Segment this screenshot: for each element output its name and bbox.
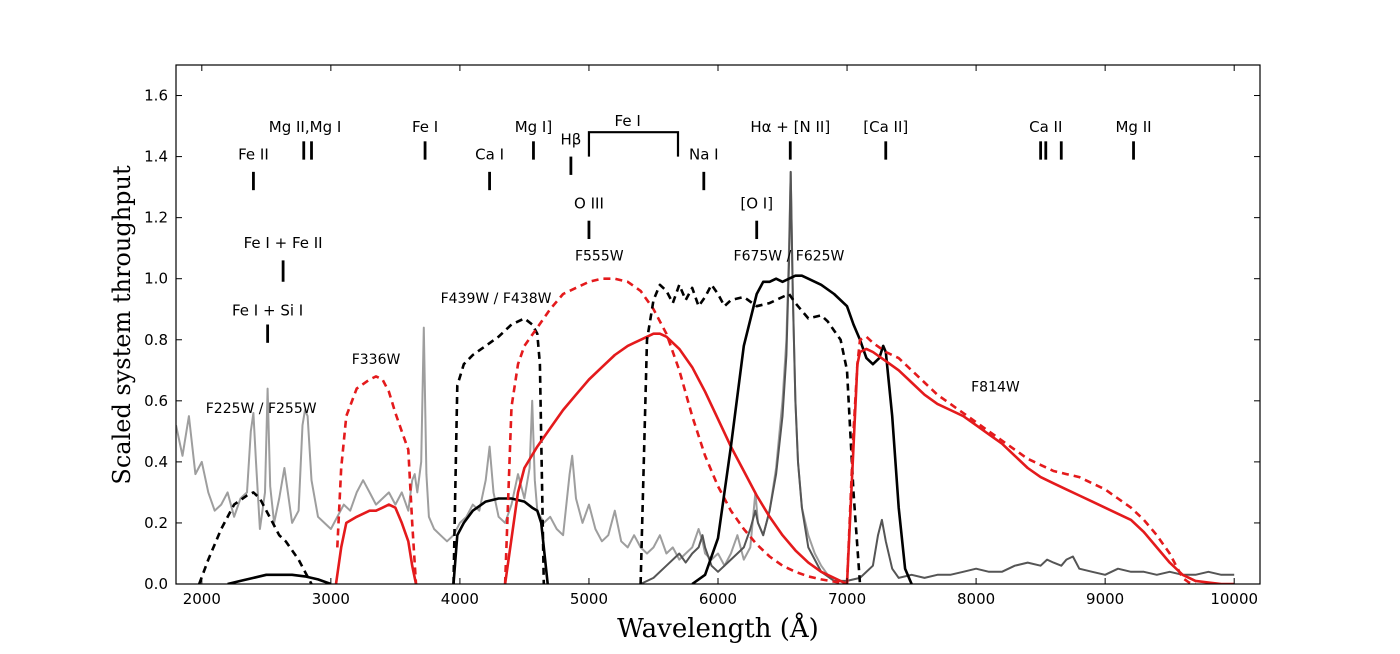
line-annotation: Na I xyxy=(689,146,719,164)
series-layer xyxy=(176,170,1235,584)
y-tick-label: 0.4 xyxy=(144,453,168,471)
x-tick-label: 4000 xyxy=(441,590,479,608)
series-line-f439w xyxy=(452,317,546,584)
line-annotation: Ca II xyxy=(1029,118,1062,136)
annotation-layer: F225W / F255W F336W F439W / F438W F555W F675… xyxy=(206,112,1152,417)
series-line-f438w xyxy=(452,497,549,584)
series-line-spectrum-dark-gray- xyxy=(640,170,1235,584)
series-line-f225w xyxy=(197,491,313,584)
y-tick-label: 1.4 xyxy=(144,148,168,166)
x-tick-label: 8000 xyxy=(957,590,995,608)
line-annotation: Fe I + Si I xyxy=(232,301,303,319)
filter-label: F336W xyxy=(352,352,401,368)
line-annotation: Hβ xyxy=(560,130,581,148)
filter-label: F555W xyxy=(575,248,624,264)
x-tick-label: 2000 xyxy=(183,590,221,608)
x-tick-label: 3000 xyxy=(312,590,350,608)
y-tick-label: 1.2 xyxy=(144,209,168,227)
y-tick-label: 1.6 xyxy=(144,87,168,105)
line-annotation: Ca I xyxy=(475,146,504,164)
y-tick-label: 0.2 xyxy=(144,514,168,532)
axis-layer: 2000 3000 4000 5000 6000 7000 8000 9000 10000 0.0… xyxy=(144,65,1260,608)
x-tick-label: 6000 xyxy=(699,590,737,608)
filter-label: F814W xyxy=(971,380,1020,396)
filter-label: F225W / F255W xyxy=(206,401,317,417)
series-line-f255w xyxy=(227,573,332,584)
series-line-f625w xyxy=(691,274,913,584)
line-annotation: Fe I xyxy=(412,118,438,136)
y-tick-label: 0.8 xyxy=(144,331,168,349)
line-annotation: Hα + [N II] xyxy=(750,118,830,136)
line-annotation: Fe I xyxy=(615,112,641,130)
line-annotation: Mg II,Mg I xyxy=(269,118,342,136)
y-tick-label: 1.0 xyxy=(144,270,168,288)
filter-label: F675W / F625W xyxy=(734,248,845,264)
x-tick-label: 5000 xyxy=(570,590,608,608)
series-line-f814w xyxy=(845,335,1196,584)
x-axis-label: Wavelength (Å) xyxy=(617,612,819,644)
fe-bracket xyxy=(587,131,680,157)
line-annotation: [O I] xyxy=(740,194,773,212)
series-line-f336w xyxy=(336,375,418,584)
line-annotation: Fe II xyxy=(238,146,269,164)
line-annotation: O III xyxy=(574,194,604,212)
series-line-f555w xyxy=(503,277,848,584)
series-line-spectrum-light-gray- xyxy=(176,170,835,579)
series-line-f814w-solid- xyxy=(845,347,1235,584)
line-annotation: Mg I] xyxy=(515,118,553,136)
line-annotation: Fe I + Fe II xyxy=(244,234,323,252)
y-tick-label: 0.0 xyxy=(144,575,168,593)
y-tick-label: 0.6 xyxy=(144,392,168,410)
series-line-f336w-solid- xyxy=(334,503,418,584)
line-annotation: Mg II xyxy=(1115,118,1151,136)
filter-label: F439W / F438W xyxy=(441,291,552,307)
x-tick-label: 7000 xyxy=(828,590,866,608)
x-tick-label: 9000 xyxy=(1086,590,1124,608)
y-axis-label: Scaled system throughput xyxy=(108,165,136,485)
line-annotation: [Ca II] xyxy=(863,118,908,136)
x-tick-label: 10000 xyxy=(1210,590,1258,608)
series-line-f555w-solid- xyxy=(503,332,848,584)
